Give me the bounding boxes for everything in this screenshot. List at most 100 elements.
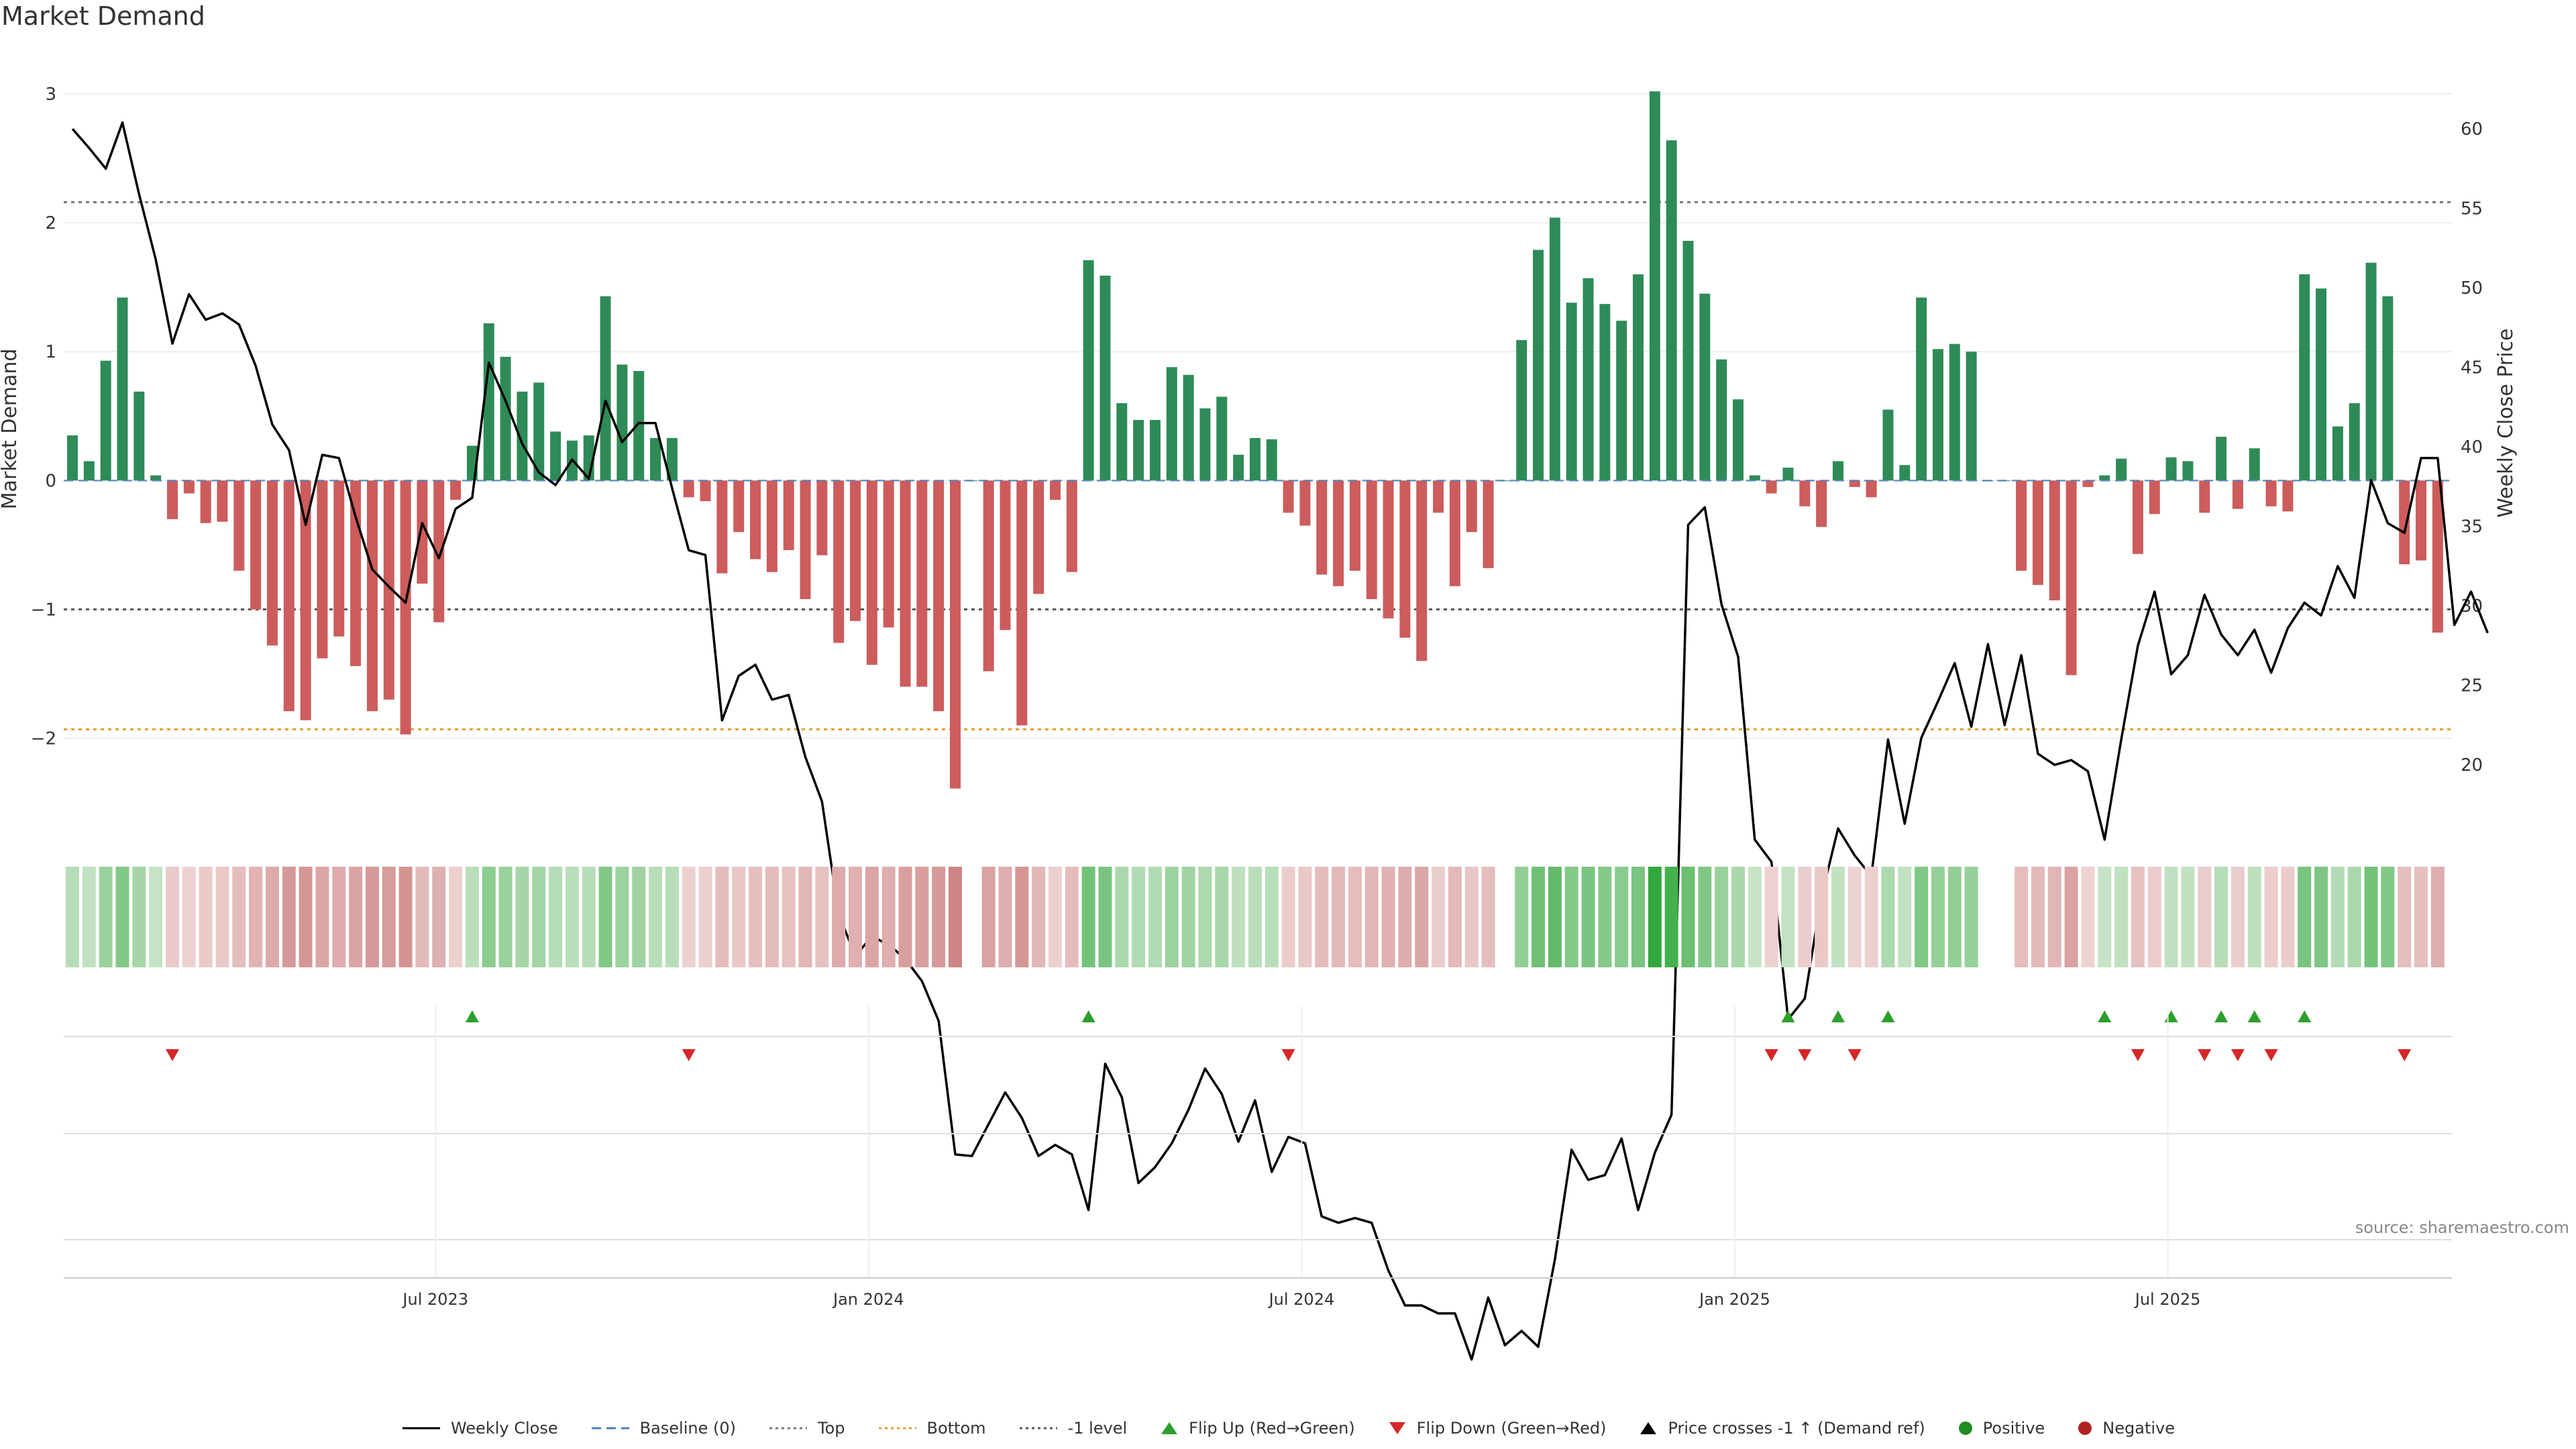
right-axis-title: Weekly Close Price	[2494, 328, 2518, 517]
line-swatch-icon	[402, 1427, 440, 1430]
flip-up-marker	[2298, 1010, 2312, 1022]
demand-bar	[133, 391, 145, 481]
x-tick-label: Jan 2025	[1698, 1290, 1770, 1309]
heat-cell	[2281, 867, 2295, 967]
legend-label: Negative	[2102, 1419, 2176, 1438]
demand-bar	[1766, 480, 1777, 494]
flip-up-marker	[1831, 1010, 1845, 1022]
left-tick-label: 0	[45, 471, 56, 491]
demand-bar	[1283, 480, 1294, 513]
demand-bar	[1349, 480, 1360, 571]
heat-cell	[1915, 867, 1929, 967]
dot-icon	[1958, 1421, 1972, 1435]
demand-bar	[616, 364, 628, 481]
right-tick-label: 20	[2461, 755, 2483, 775]
heat-cell	[981, 867, 996, 967]
heat-cell	[2381, 867, 2395, 967]
legend-item-top: Top	[768, 1419, 845, 1438]
demand-bar	[1149, 420, 1161, 481]
heat-cell	[2181, 867, 2195, 967]
legend-item-flip-up: Flip Up (Red→Green)	[1159, 1419, 1355, 1438]
demand-bar	[2282, 480, 2294, 512]
heat-cell	[1298, 867, 1312, 967]
heat-cell	[1598, 867, 1612, 967]
heat-cell	[898, 867, 912, 967]
demand-bar	[1499, 480, 1511, 482]
heat-cell	[1481, 867, 1495, 967]
dotted-line-swatch-icon	[769, 1427, 807, 1430]
flip-up-marker	[2098, 1010, 2112, 1022]
heat-cell	[715, 867, 729, 967]
demand-bar	[2182, 461, 2194, 481]
demand-bar	[1233, 454, 1244, 481]
flip-up-marker	[1881, 1010, 1895, 1022]
demand-bar	[2249, 448, 2260, 481]
heat-cell	[415, 867, 429, 967]
heat-cell	[1181, 867, 1195, 967]
demand-bar	[866, 480, 877, 665]
x-tick-label: Jul 2023	[401, 1290, 468, 1309]
demand-bar	[2032, 480, 2043, 585]
demand-bar	[2265, 480, 2277, 506]
heat-cell	[515, 867, 529, 967]
demand-bar	[1599, 304, 1611, 481]
heat-cell	[1015, 867, 1029, 967]
heat-cell	[232, 867, 246, 967]
demand-bar	[1183, 374, 1194, 481]
demand-bar	[1682, 241, 1694, 481]
demand-bar	[417, 480, 428, 584]
demand-bar	[350, 480, 362, 666]
demand-bar	[450, 480, 462, 500]
heat-cell	[598, 867, 612, 967]
heat-cell	[1148, 867, 1162, 967]
heat-cell	[2164, 867, 2178, 967]
demand-bar	[2065, 480, 2077, 676]
heat-cell	[1748, 867, 1762, 967]
heat-cell	[99, 867, 113, 967]
heat-cell	[2231, 867, 2245, 967]
demand-bar	[2049, 480, 2060, 600]
demand-bar	[1549, 217, 1560, 481]
heat-cell	[2247, 867, 2261, 967]
triangle-up-icon	[1640, 1422, 1657, 1434]
heat-cell	[849, 867, 863, 967]
demand-bar	[517, 391, 528, 481]
heat-cell	[549, 867, 563, 967]
heat-cell	[1432, 867, 1446, 967]
heat-cell	[82, 867, 96, 967]
heat-cell	[2047, 867, 2061, 967]
heat-cell	[1532, 867, 1546, 967]
demand-bar	[1166, 367, 1177, 481]
demand-bar	[2132, 480, 2143, 554]
demand-bar	[1699, 293, 1711, 481]
heat-cell	[615, 867, 629, 967]
legend-label: Price crosses -1 ↑ (Demand ref)	[1668, 1419, 1925, 1438]
heat-cell	[798, 867, 812, 967]
heat-cell	[1615, 867, 1629, 967]
demand-bar	[1733, 399, 1743, 481]
demand-bar	[1099, 275, 1111, 481]
heat-cell	[1898, 867, 1912, 967]
demand-bar	[1066, 480, 1077, 572]
flip-down-marker	[2231, 1049, 2245, 1061]
heat-cell	[1165, 867, 1179, 967]
legend-item-bottom: Bottom	[877, 1419, 986, 1438]
demand-bar	[2116, 458, 2127, 481]
demand-bar	[83, 461, 95, 481]
heat-cell	[998, 867, 1012, 967]
heat-cell	[1281, 867, 1295, 967]
demand-bar	[317, 480, 328, 659]
demand-bar	[1000, 480, 1011, 631]
heat-cell	[1065, 867, 1079, 967]
heat-cell	[1631, 867, 1646, 967]
heat-cell	[199, 867, 213, 967]
heat-cell	[1348, 867, 1362, 967]
heat-cell	[382, 867, 396, 967]
heat-cell	[165, 867, 179, 967]
demand-bar	[200, 480, 211, 523]
demand-bar	[1016, 480, 1028, 726]
demand-bar	[500, 356, 511, 481]
legend-item-flip-down: Flip Down (Green→Red)	[1387, 1419, 1606, 1438]
demand-bar	[400, 480, 411, 735]
heat-cell	[749, 867, 763, 967]
